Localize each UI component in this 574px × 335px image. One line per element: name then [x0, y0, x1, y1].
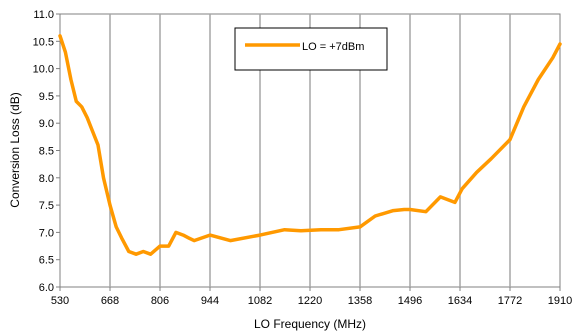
legend-box: [234, 27, 388, 71]
x-tick-label: 1772: [498, 295, 522, 307]
series-layer: [58, 34, 562, 256]
y-axis-ticks: 6.0 6.5 7.0 7.5 8.0 8.5 9.0 9.5 10.0 10.5 11.0: [33, 9, 60, 294]
y-tick-label: 9.0: [39, 118, 54, 130]
y-tick-label: 8.5: [39, 146, 54, 158]
legend-label: LO = +7dBm: [302, 41, 364, 53]
x-tick-label: 530: [51, 295, 69, 307]
x-tick-label: 1082: [248, 295, 272, 307]
x-tick-label: 1634: [448, 295, 472, 307]
y-tick-label: 6.5: [39, 255, 54, 267]
x-tick-label: 944: [201, 295, 219, 307]
gridlines: [109, 14, 511, 287]
y-tick-label: 7.5: [39, 200, 54, 212]
y-tick-label: 9.5: [39, 91, 54, 103]
x-tick-label: 1910: [548, 295, 572, 307]
x-axis-label: LO Frequency (MHz): [254, 317, 366, 331]
series-line: [58, 34, 562, 256]
y-tick-label: 10.0: [33, 64, 54, 76]
legend: LO = +7dBm: [234, 27, 388, 71]
x-axis-ticks: 530 668 806 944 1082 1220 1358 1496 1634 1772 1910: [51, 287, 572, 307]
y-tick-label: 6.0: [39, 282, 54, 294]
y-tick-label: 7.0: [39, 227, 54, 239]
x-tick-label: 668: [101, 295, 119, 307]
y-tick-label: 8.0: [39, 173, 54, 185]
y-tick-label: 10.5: [33, 36, 54, 48]
x-tick-label: 1220: [298, 295, 322, 307]
x-tick-label: 1358: [348, 295, 372, 307]
x-tick-label: 1496: [398, 295, 422, 307]
y-axis-label: Conversion Loss (dB): [8, 92, 22, 207]
y-tick-label: 11.0: [33, 9, 54, 21]
x-tick-label: 806: [151, 295, 169, 307]
